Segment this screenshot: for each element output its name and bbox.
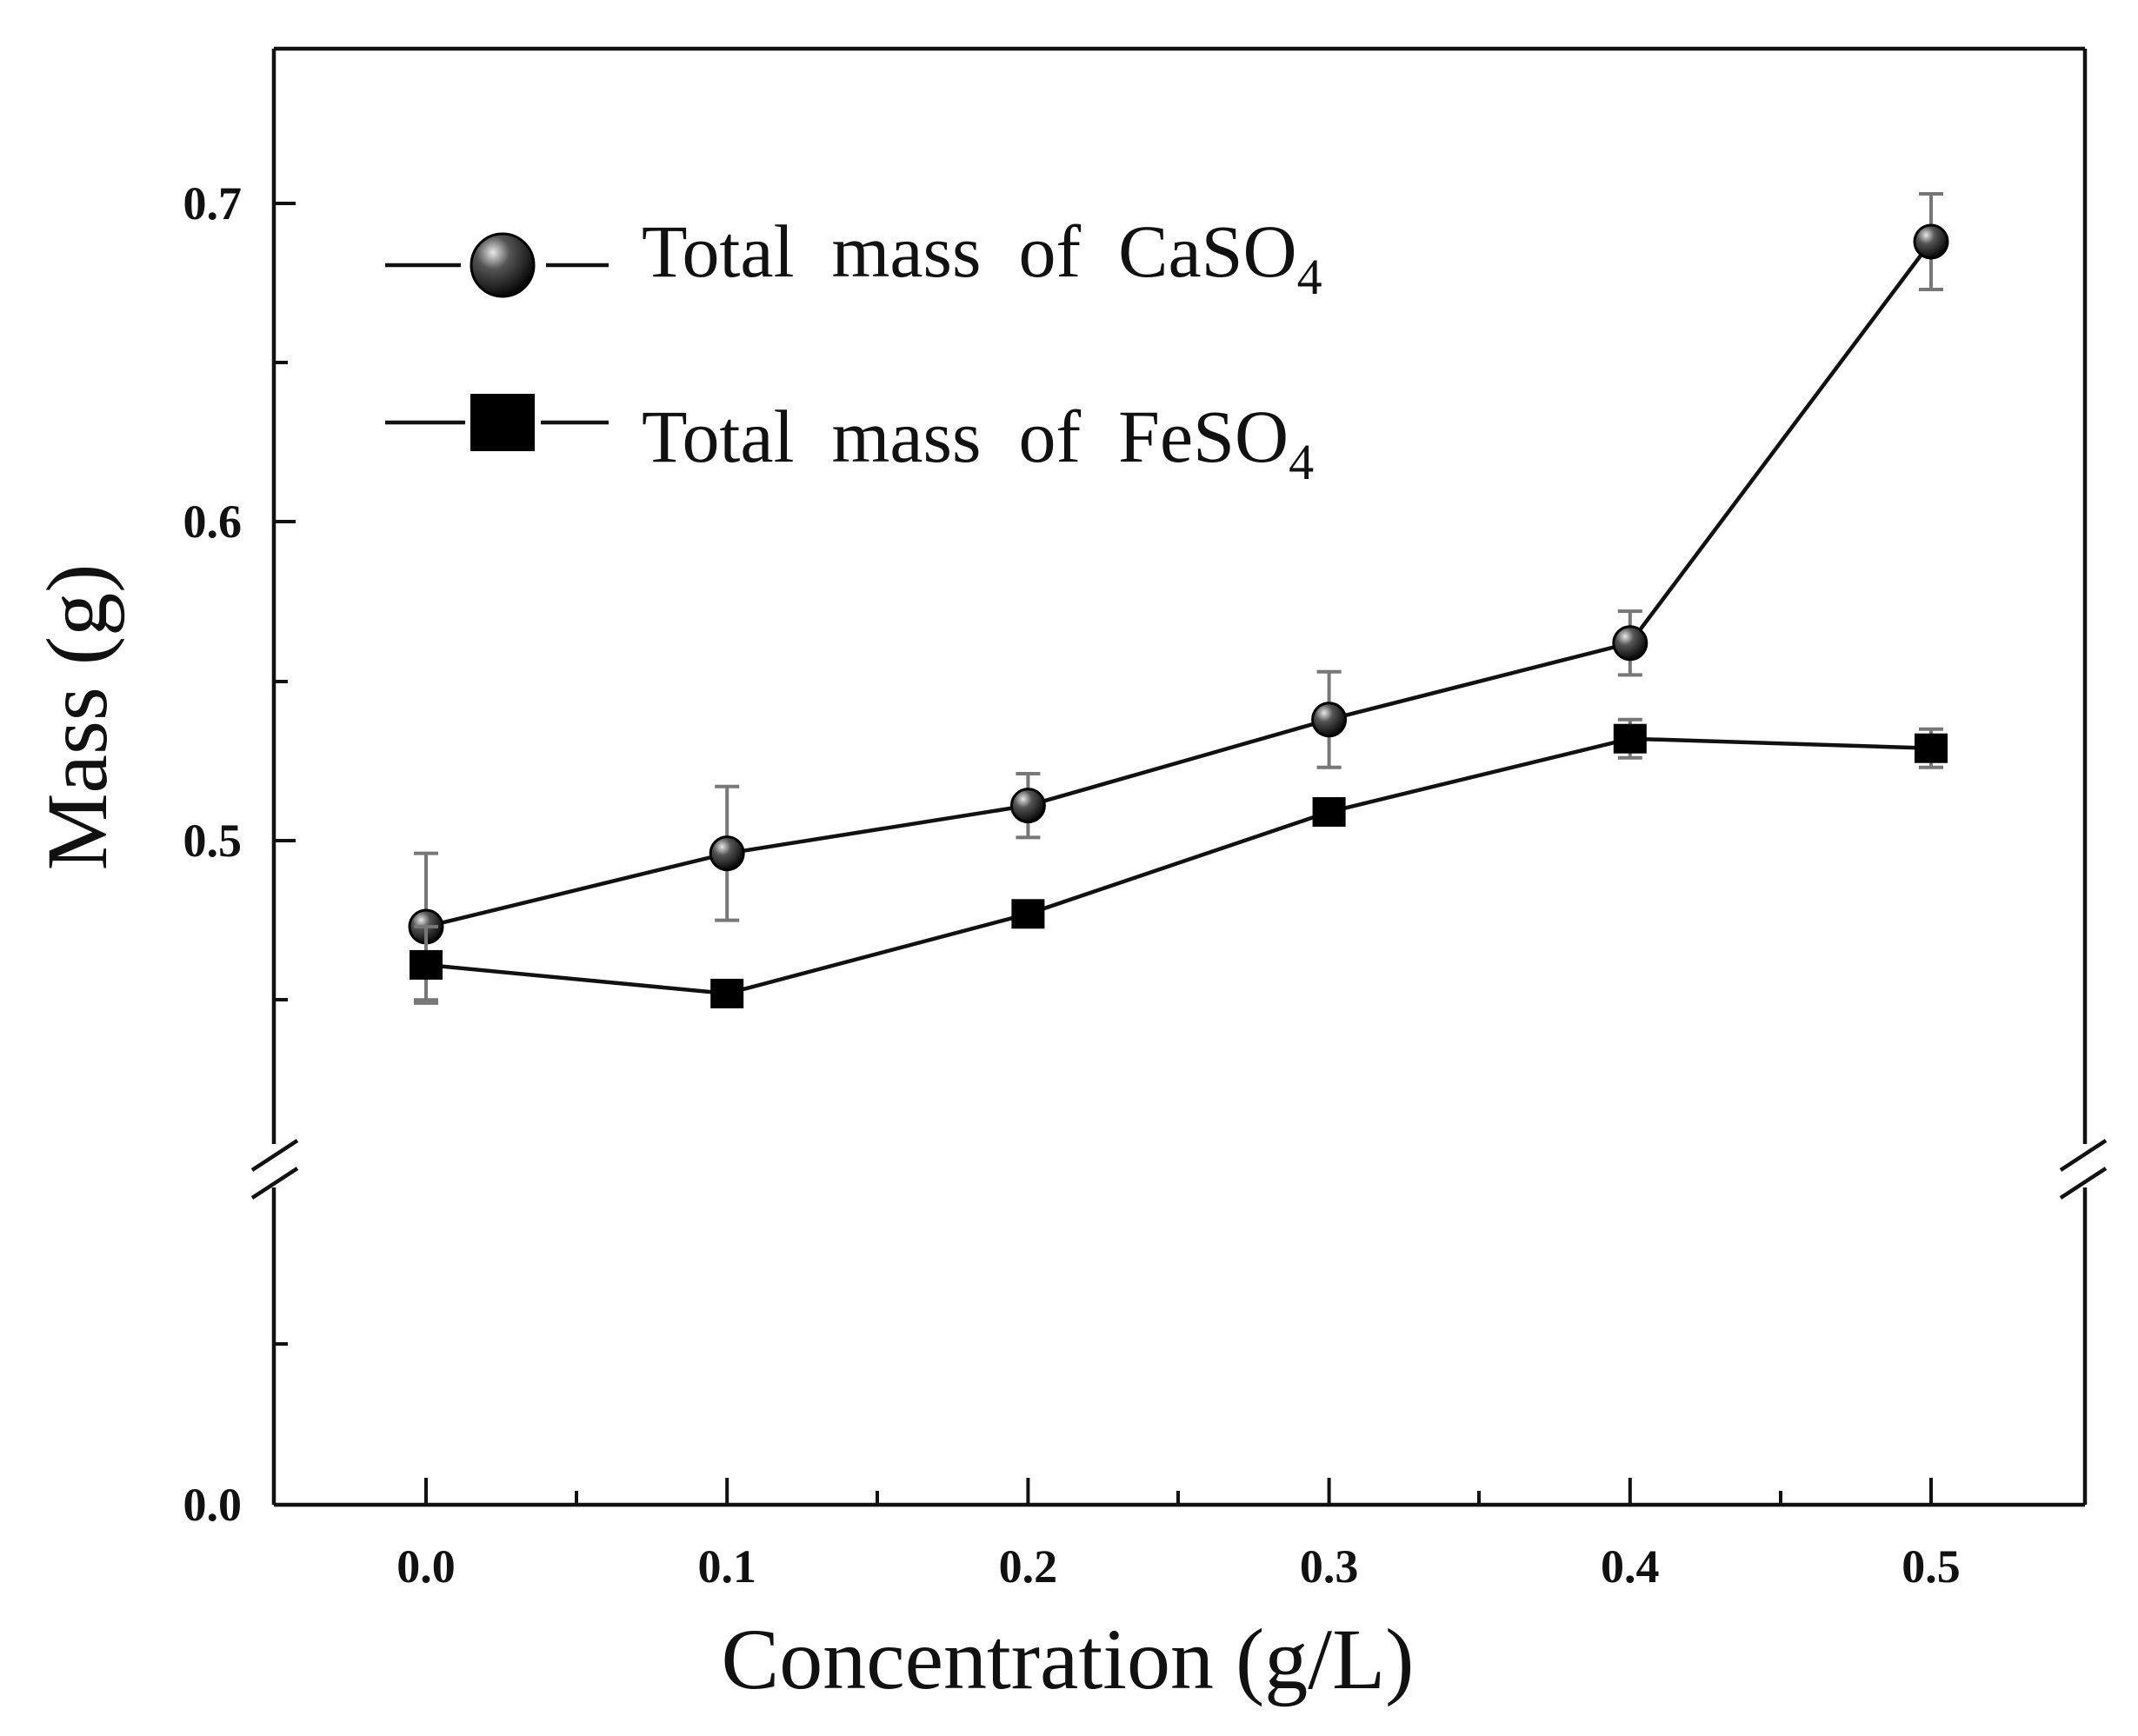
series-feso4 (410, 717, 1948, 1008)
series-line (425, 240, 1933, 929)
legend-square-marker (470, 394, 535, 451)
data-point-sphere (709, 835, 745, 872)
data-point-sphere (1311, 702, 1348, 738)
x-tick-label: 0.0 (396, 1540, 456, 1593)
data-point-sphere (1913, 223, 1949, 260)
legend: Total mass of CaSO4 Total mass of FeSO4 (385, 210, 1322, 490)
legend-label-feso4-main: Total mass of FeSO (642, 395, 1289, 478)
series-line (425, 736, 1932, 996)
series-caso4 (408, 192, 1949, 1002)
x-tick-labels: 0.0 0.1 0.2 0.3 0.4 0.5 (396, 1540, 1961, 1593)
series-layer (408, 192, 1949, 1008)
x-tick-label: 0.4 (1601, 1540, 1660, 1593)
legend-label-caso4: Total mass of CaSO4 (642, 210, 1322, 305)
y-tick-label-0.7: 0.7 (183, 177, 243, 229)
legend-sphere-marker (470, 232, 536, 298)
y-tick-label-0.5: 0.5 (183, 815, 243, 867)
y-tick-label-0.0: 0.0 (183, 1479, 243, 1531)
legend-item-caso4: Total mass of CaSO4 (385, 210, 1322, 305)
data-point-square (410, 949, 443, 980)
legend-label-feso4-subscript: 4 (1289, 434, 1314, 490)
data-point-square (1312, 797, 1346, 828)
legend-label-caso4-subscript: 4 (1297, 249, 1322, 305)
x-tick-label: 0.5 (1902, 1540, 1961, 1593)
x-axis-title: Concentration (g/L) (722, 1611, 1415, 1707)
data-point-square (1011, 899, 1045, 929)
y-major-ticks (274, 202, 296, 842)
data-point-square (710, 978, 744, 1008)
legend-label-feso4: Total mass of FeSO4 (642, 395, 1314, 490)
legend-label-caso4-main: Total mass of CaSO (642, 210, 1297, 293)
data-point-sphere (1612, 625, 1648, 662)
data-point-sphere (1009, 788, 1046, 824)
y-axis-title: Mass (g) (29, 564, 125, 871)
data-point-square (1915, 733, 1948, 763)
y-tick-labels: 0.7 0.6 0.5 0.0 (183, 177, 243, 1531)
axis-break-marks (250, 1139, 2108, 1200)
legend-item-feso4: Total mass of FeSO4 (385, 394, 1314, 490)
x-major-ticks (424, 1478, 1933, 1505)
data-point-square (1613, 723, 1647, 754)
x-tick-label: 0.1 (697, 1540, 756, 1593)
minor-ticks (274, 361, 1782, 1505)
y-tick-label-0.6: 0.6 (183, 496, 243, 548)
x-tick-label: 0.3 (1300, 1540, 1359, 1593)
x-tick-label: 0.2 (999, 1540, 1058, 1593)
